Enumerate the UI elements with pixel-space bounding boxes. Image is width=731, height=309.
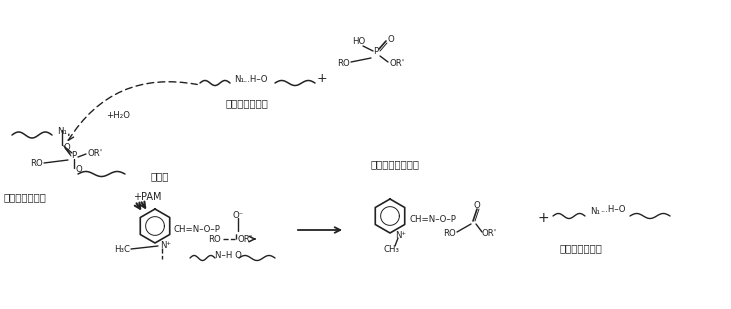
Text: CH₃: CH₃ <box>384 244 400 253</box>
Text: –: – <box>47 159 51 167</box>
Text: 磷酰化胆碱酯酶: 磷酰化胆碱酯酶 <box>3 192 46 202</box>
Text: 复活的胆碱酯酶: 复活的胆碱酯酶 <box>225 98 268 108</box>
Text: N₁: N₁ <box>57 128 67 137</box>
Text: ...H–O: ...H–O <box>600 205 626 214</box>
Text: N₁: N₁ <box>234 74 244 83</box>
Text: +H₂O: +H₂O <box>106 111 130 120</box>
Text: ...H–O: ...H–O <box>242 74 268 83</box>
Text: CH=N–O–P: CH=N–O–P <box>409 214 456 223</box>
Text: H₃C: H₃C <box>114 244 130 253</box>
Text: RO: RO <box>30 159 43 167</box>
Text: N⁺: N⁺ <box>395 231 406 240</box>
Text: OR': OR' <box>482 228 497 238</box>
Text: O: O <box>387 36 394 44</box>
Text: N⁺: N⁺ <box>160 242 171 251</box>
Text: O: O <box>64 142 71 151</box>
Text: HO: HO <box>352 37 366 46</box>
Text: 磷酰化碳解磷碳定: 磷酰化碳解磷碳定 <box>371 159 420 169</box>
Text: +PAM: +PAM <box>133 192 162 202</box>
Text: OR': OR' <box>389 58 404 67</box>
Text: RO: RO <box>443 228 456 238</box>
Text: P: P <box>72 151 77 160</box>
Text: OR': OR' <box>88 149 103 158</box>
Text: O: O <box>474 201 480 210</box>
Text: O⁻: O⁻ <box>232 210 243 219</box>
Text: O: O <box>76 166 83 175</box>
Text: +: + <box>537 211 549 225</box>
Text: OR': OR' <box>238 235 253 244</box>
Text: 复活的胆碱酯酶: 复活的胆碱酯酶 <box>560 243 603 253</box>
Text: CH=N–O–P: CH=N–O–P <box>174 225 221 234</box>
Text: +: + <box>317 73 327 86</box>
Text: N–H O: N–H O <box>215 252 242 260</box>
Text: 复合物: 复合物 <box>151 171 169 181</box>
Text: RO: RO <box>208 235 221 244</box>
Text: N₁: N₁ <box>590 206 600 215</box>
Text: P: P <box>374 48 379 57</box>
Text: RO: RO <box>337 58 350 67</box>
